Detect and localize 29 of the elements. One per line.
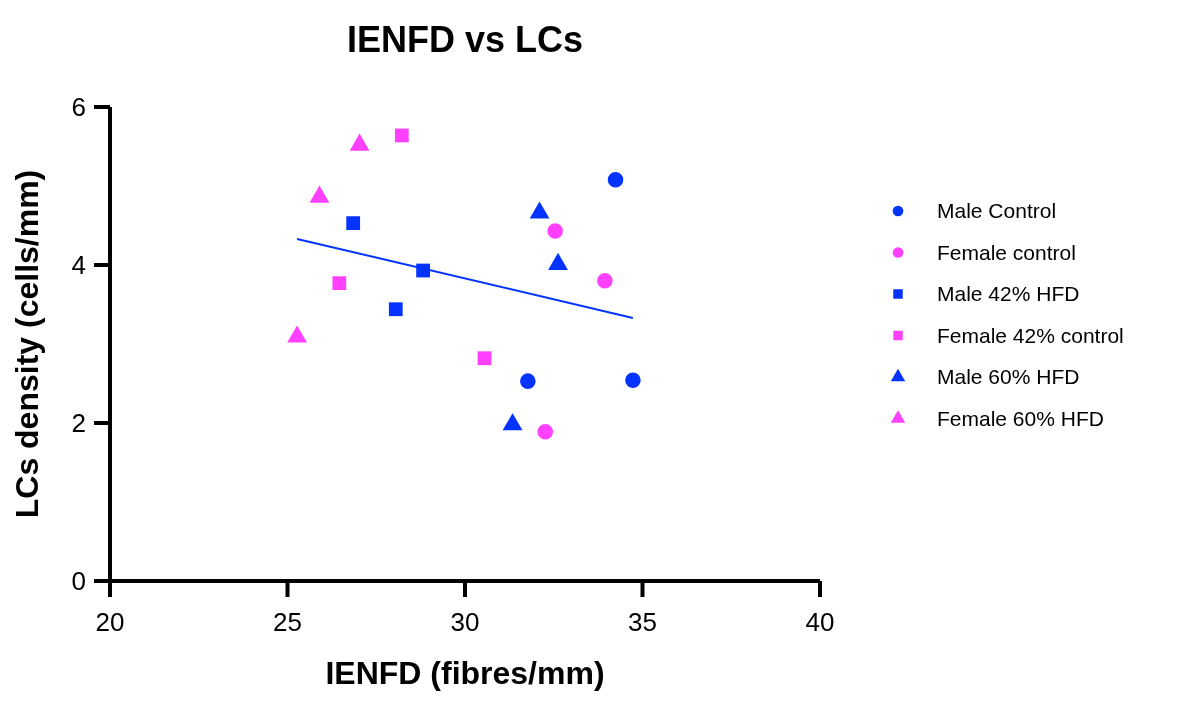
x-tick-label: 20 <box>95 607 125 637</box>
x-tick-label: 25 <box>273 607 302 637</box>
x-tick-label: 30 <box>450 607 480 637</box>
x-axis-title: IENFD (fibres/mm) <box>325 655 605 691</box>
legend-label: Male Control <box>937 199 1057 223</box>
chart-title: IENFD vs LCs <box>346 19 584 60</box>
point <box>607 171 624 188</box>
x-tick-label: 35 <box>628 607 657 637</box>
y-tick-label: 4 <box>71 250 86 281</box>
point <box>625 372 641 389</box>
point <box>537 423 554 440</box>
x-tick-label: 40 <box>805 607 835 637</box>
point <box>477 351 492 366</box>
y-tick-label: 0 <box>71 566 86 597</box>
point <box>394 128 409 143</box>
legend-label: Male 42% HFD <box>937 282 1080 306</box>
legend-label: Male 60% HFD <box>937 365 1080 389</box>
point <box>346 216 361 231</box>
point <box>547 223 563 239</box>
y-tick-label: 2 <box>71 408 86 439</box>
legend-label: Female 60% HFD <box>937 406 1104 430</box>
point <box>332 276 347 291</box>
legend-label: Female 42% control <box>937 323 1124 347</box>
legend-label: Female control <box>937 240 1076 264</box>
y-tick-label: 6 <box>71 92 86 123</box>
point <box>520 373 536 389</box>
y-axis-title: LCs density (cells/mm) <box>9 169 45 519</box>
point <box>388 302 403 317</box>
point <box>597 273 613 289</box>
